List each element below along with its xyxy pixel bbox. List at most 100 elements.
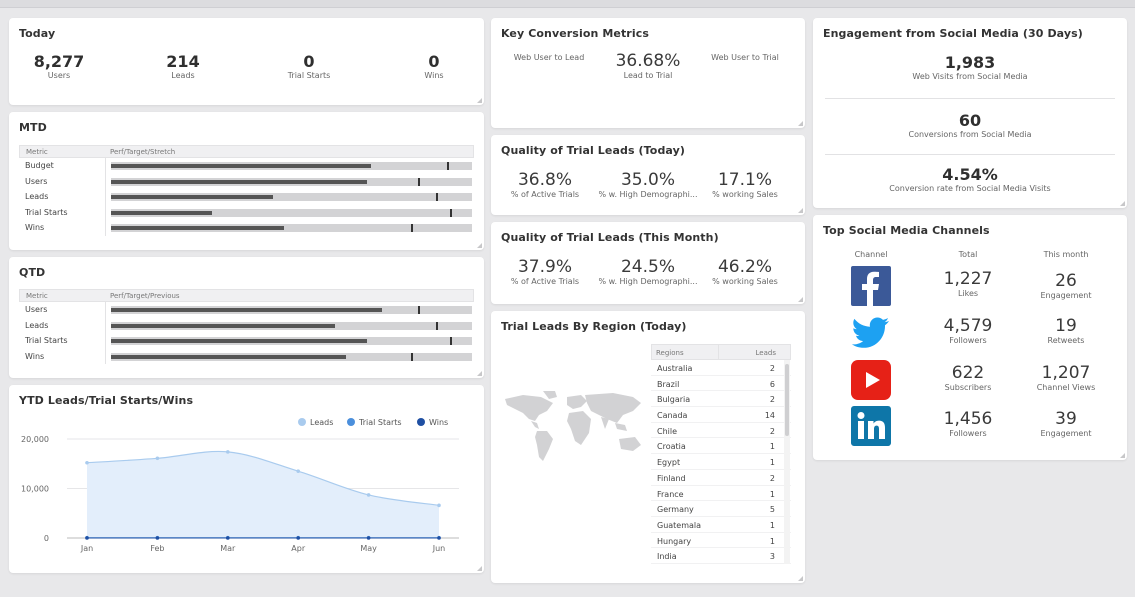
map-greenland bbox=[543, 391, 557, 399]
metric-value: 36.8% bbox=[517, 170, 572, 190]
data-point-leads bbox=[226, 450, 230, 454]
legend-swatch bbox=[347, 418, 355, 426]
map-australia bbox=[619, 437, 641, 451]
region-name: Bulgaria bbox=[657, 395, 691, 405]
metric-value: 1,207 bbox=[1041, 363, 1091, 383]
region-leads: 5 bbox=[769, 505, 775, 515]
bullet-row[interactable]: Leads bbox=[19, 317, 474, 333]
metric-label: Channel Views bbox=[1036, 383, 1096, 392]
bullet-row[interactable]: Budget bbox=[19, 158, 474, 174]
twitter-icon[interactable] bbox=[851, 313, 891, 353]
bullet-performance-bar bbox=[111, 179, 368, 184]
column-header[interactable]: Regions bbox=[656, 349, 684, 357]
region-row[interactable]: Chile 2 bbox=[651, 423, 791, 439]
metric-label: Retweets bbox=[1047, 336, 1085, 345]
data-point-leads bbox=[155, 456, 160, 461]
data-point-leads bbox=[366, 493, 371, 497]
youtube-icon[interactable] bbox=[851, 360, 891, 400]
key-conversion-card: Key Conversion Metrics Web User to Lead … bbox=[491, 18, 805, 128]
region-row[interactable]: Brazil 6 bbox=[651, 376, 791, 392]
linkedin-icon[interactable] bbox=[851, 406, 891, 446]
twitter-glyph bbox=[851, 317, 889, 348]
legend-item[interactable]: Leads bbox=[298, 418, 333, 427]
linkedin-glyph bbox=[857, 412, 885, 439]
data-point-wins bbox=[296, 536, 301, 540]
region-leads: 2 bbox=[769, 364, 775, 373]
bullet-track bbox=[111, 208, 472, 217]
table-scrollbar[interactable] bbox=[784, 360, 790, 564]
data-point-wins bbox=[437, 536, 441, 540]
today-metric: 8,277 Users bbox=[9, 52, 109, 80]
metric-label: Wins bbox=[424, 71, 444, 80]
card-title: Engagement from Social Media (30 Days) bbox=[823, 27, 1083, 40]
bullet-row[interactable]: Trial Starts bbox=[19, 333, 474, 349]
data-point-wins bbox=[85, 536, 89, 540]
y-tick-label: 0 bbox=[44, 534, 49, 543]
bullet-row[interactable]: Wins bbox=[19, 348, 474, 364]
ytd-area-chart: 20,000 10,000 0 Jan Feb Mar Apr May Jun bbox=[21, 435, 459, 553]
bullet-track bbox=[111, 337, 472, 345]
metric-label: % working Sales bbox=[712, 190, 778, 199]
map-india bbox=[601, 417, 609, 429]
quality-month-card: Quality of Trial Leads (This Month) 37.9… bbox=[491, 222, 805, 304]
region-leads: 1 bbox=[769, 520, 775, 530]
qtd-bullet-table: Metric Perf/Target/Previous Users Leads Tr… bbox=[19, 289, 474, 371]
map-southeast-asia bbox=[615, 423, 627, 431]
region-row[interactable]: Canada 14 bbox=[651, 407, 791, 423]
legend-item[interactable]: Wins bbox=[417, 418, 448, 427]
top-bar bbox=[0, 0, 1135, 8]
region-row[interactable]: India 3 bbox=[651, 548, 791, 564]
bullet-target-marker bbox=[435, 193, 438, 201]
quality-metric: 17.1% % working Sales bbox=[695, 170, 795, 199]
metric-value: 37.9% bbox=[517, 257, 572, 277]
channel-total: 1,227 Likes bbox=[928, 269, 1008, 298]
regions-card: Trial Leads By Region (Today) Regions Le… bbox=[491, 311, 805, 583]
metric-value: 1,227 bbox=[943, 269, 993, 289]
mtd-bullet-table: Metric Perf/Target/Stretch Budget Users Le… bbox=[19, 145, 474, 243]
bullet-row[interactable]: Users bbox=[19, 302, 474, 318]
world-map[interactable] bbox=[501, 389, 651, 469]
metric-label: Leads bbox=[171, 71, 195, 80]
region-leads: 1 bbox=[769, 458, 775, 468]
metric-label: % w. High Demographi... bbox=[598, 277, 698, 286]
metric-label: Trial Starts bbox=[287, 71, 331, 80]
metric-name: Wins bbox=[25, 351, 45, 361]
legend-item[interactable]: Trial Starts bbox=[347, 418, 402, 427]
metric-value: 1,456 bbox=[943, 409, 993, 429]
metric-label: Web Visits from Social Media bbox=[912, 72, 1028, 81]
series-area-leads bbox=[87, 451, 439, 538]
facebook-icon[interactable] bbox=[851, 266, 891, 306]
today-metric: 0 Trial Starts bbox=[259, 52, 359, 80]
region-row[interactable]: France 1 bbox=[651, 486, 791, 502]
mtd-card: MTD Metric Perf/Target/Stretch Budget Use… bbox=[9, 112, 484, 250]
metric-value: 0 bbox=[303, 52, 315, 71]
bullet-performance-bar bbox=[111, 323, 335, 328]
column-header[interactable]: Leads bbox=[755, 349, 776, 357]
channel-total: 622 Subscribers bbox=[928, 363, 1008, 392]
scrollbar-thumb[interactable] bbox=[785, 364, 789, 436]
region-row[interactable]: Croatia 1 bbox=[651, 438, 791, 455]
card-title: Top Social Media Channels bbox=[823, 224, 990, 237]
metric-name: Wins bbox=[25, 223, 45, 232]
region-row[interactable]: Finland 2 bbox=[651, 470, 791, 486]
bullet-row[interactable]: Users bbox=[19, 173, 474, 189]
bullet-performance-bar bbox=[111, 195, 274, 199]
column-header: Perf/Target/Stretch bbox=[110, 148, 176, 156]
bullet-performance-bar bbox=[111, 210, 213, 215]
region-row[interactable]: Germany 5 bbox=[651, 501, 791, 517]
region-row[interactable]: Guatemala 1 bbox=[651, 517, 791, 533]
bullet-row[interactable]: Trial Starts bbox=[19, 204, 474, 220]
column-divider bbox=[105, 189, 106, 205]
top-channels-card: Top Social Media Channels Channel Total … bbox=[813, 215, 1127, 460]
card-title: Quality of Trial Leads (This Month) bbox=[501, 231, 719, 244]
region-row[interactable]: Egypt 1 bbox=[651, 454, 791, 470]
region-row[interactable]: Bulgaria 2 bbox=[651, 391, 791, 408]
divider bbox=[825, 154, 1115, 155]
legend-swatch bbox=[298, 418, 306, 426]
region-row[interactable]: Australia 2 bbox=[651, 360, 791, 376]
quality-metric: 37.9% % of Active Trials bbox=[495, 257, 595, 286]
region-row[interactable]: Hungary 1 bbox=[651, 533, 791, 549]
column-divider bbox=[105, 302, 106, 318]
bullet-row[interactable]: Wins bbox=[19, 220, 474, 236]
bullet-row[interactable]: Leads bbox=[19, 189, 474, 205]
